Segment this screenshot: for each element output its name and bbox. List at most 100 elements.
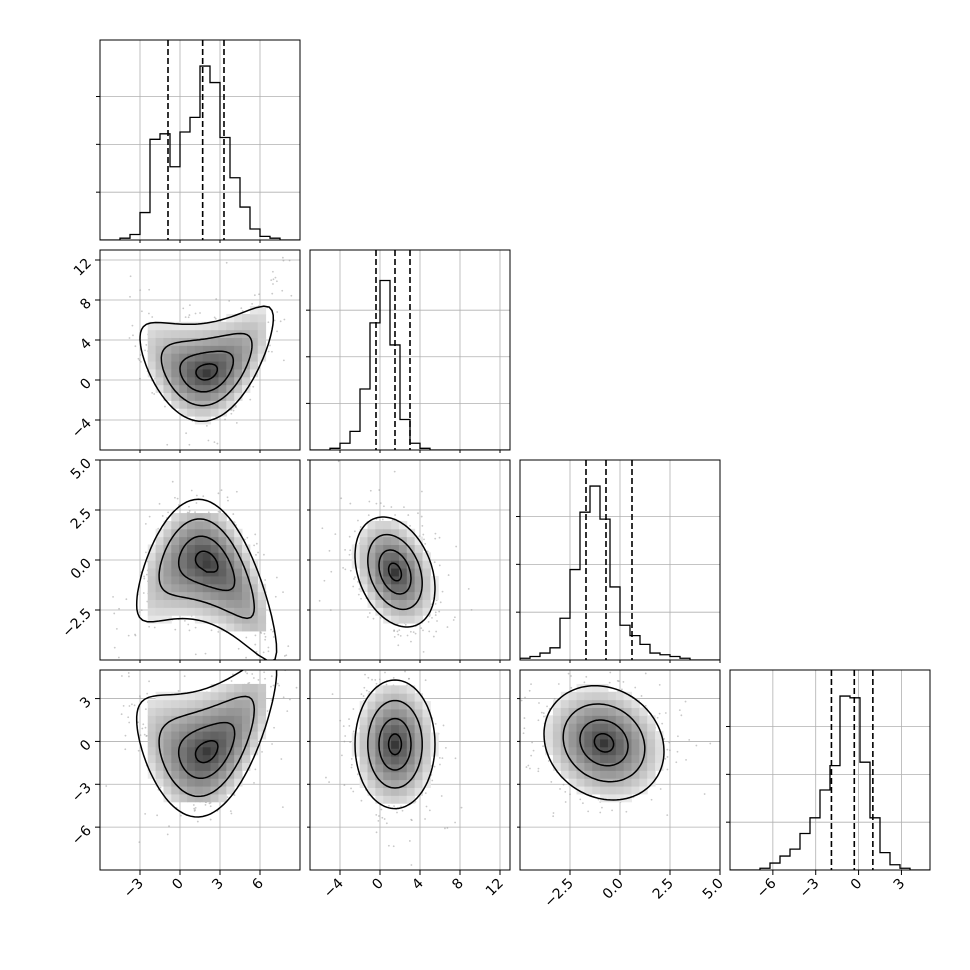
density-cell xyxy=(391,528,400,538)
scatter-point xyxy=(148,312,150,315)
scatter-point xyxy=(353,530,356,533)
scatter-point xyxy=(391,519,394,522)
hist-panel-3 xyxy=(730,670,930,870)
density-cell xyxy=(234,583,243,593)
density-cell xyxy=(171,520,180,530)
density-cell xyxy=(414,615,423,624)
density-cell xyxy=(163,599,172,608)
scatter-point xyxy=(304,717,306,719)
density-cell xyxy=(391,552,400,561)
density-cell xyxy=(383,520,392,530)
scatter-point xyxy=(352,585,355,588)
density-cell xyxy=(226,313,235,323)
density-cell xyxy=(367,568,376,577)
density-cell xyxy=(202,392,212,401)
density-cell xyxy=(147,754,157,763)
density-cell xyxy=(171,400,180,409)
scatter-point xyxy=(420,627,423,630)
density-cell xyxy=(210,615,219,624)
density-cell xyxy=(179,536,188,545)
scatter-point xyxy=(255,553,257,556)
scatter-point xyxy=(251,302,254,305)
density-cell xyxy=(179,329,188,338)
scatter-point xyxy=(146,600,149,603)
density-cell xyxy=(226,376,235,386)
scatter-point xyxy=(220,489,223,492)
density-cell xyxy=(163,754,172,763)
scatter-point xyxy=(470,608,473,611)
density-cell xyxy=(226,591,235,600)
density-cell xyxy=(179,583,188,593)
density-cell xyxy=(257,607,267,616)
density-cell xyxy=(163,329,172,338)
scatter-point xyxy=(129,295,131,298)
scatter-point xyxy=(194,312,197,315)
density-cell xyxy=(155,723,164,732)
density-cell xyxy=(171,607,180,616)
contour-level-2 xyxy=(160,332,253,407)
scatter-point xyxy=(228,299,231,302)
scatter-point xyxy=(275,664,277,666)
scatter-point xyxy=(436,620,438,622)
density-cell xyxy=(398,575,408,585)
scatter-point xyxy=(378,489,381,491)
density-cell xyxy=(147,552,157,561)
histogram-step-0 xyxy=(100,65,300,240)
scatter-point xyxy=(281,256,284,259)
scatter-point xyxy=(117,656,120,659)
density-cell xyxy=(226,544,235,553)
density-cell xyxy=(187,599,196,608)
density-cell xyxy=(147,361,157,370)
density-cell xyxy=(155,337,164,346)
density-cell xyxy=(187,361,196,370)
density-cell xyxy=(147,731,157,740)
density-cell xyxy=(226,599,235,608)
density-cell xyxy=(210,321,219,331)
scatter-point xyxy=(379,502,382,505)
scatter-point xyxy=(166,443,169,446)
scatter-point xyxy=(433,561,436,564)
scatter-point xyxy=(120,675,123,677)
scatter-point xyxy=(154,377,156,380)
scatter-point xyxy=(307,713,309,715)
scatter-point xyxy=(381,518,384,521)
density-cell xyxy=(210,376,219,386)
density-cell xyxy=(155,376,164,386)
scatter-point xyxy=(207,511,210,514)
scatter-point xyxy=(244,670,247,673)
density-cell xyxy=(391,568,400,577)
density-cell xyxy=(234,313,243,323)
density-cell xyxy=(194,599,204,608)
density-cell xyxy=(210,591,219,600)
scatter-point xyxy=(144,726,147,729)
density-cell xyxy=(242,623,251,632)
density-cell xyxy=(194,353,204,362)
scatter-point xyxy=(327,846,329,848)
density-cell xyxy=(187,392,196,401)
density-cell xyxy=(155,368,164,378)
scatter-point xyxy=(102,651,104,653)
scatter-point xyxy=(399,634,402,637)
scatter-point xyxy=(253,294,256,297)
scatter-point xyxy=(139,377,141,380)
scatter-point xyxy=(128,337,131,339)
density-cell xyxy=(187,520,196,530)
density-cell xyxy=(163,392,172,401)
scatter-point xyxy=(286,710,289,713)
scatter-point xyxy=(368,612,371,614)
density-cell xyxy=(147,321,157,331)
scatter-point xyxy=(174,496,176,499)
scatter-point xyxy=(266,710,269,712)
density-cell xyxy=(234,321,243,331)
density-cell xyxy=(202,528,212,538)
density-cell xyxy=(398,583,408,593)
density-cell xyxy=(202,329,212,338)
density-cell xyxy=(257,353,267,362)
density-cell xyxy=(391,615,400,624)
density-cell xyxy=(202,384,212,393)
scatter-point xyxy=(254,768,257,771)
scatter-point xyxy=(232,409,235,412)
scatter-point xyxy=(183,675,186,678)
density-cell xyxy=(234,599,243,608)
scatter-point xyxy=(140,609,143,612)
